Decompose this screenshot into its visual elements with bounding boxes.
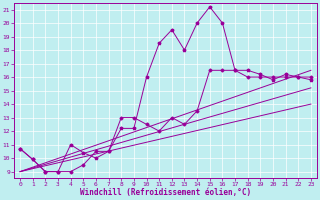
X-axis label: Windchill (Refroidissement éolien,°C): Windchill (Refroidissement éolien,°C) <box>80 188 251 197</box>
